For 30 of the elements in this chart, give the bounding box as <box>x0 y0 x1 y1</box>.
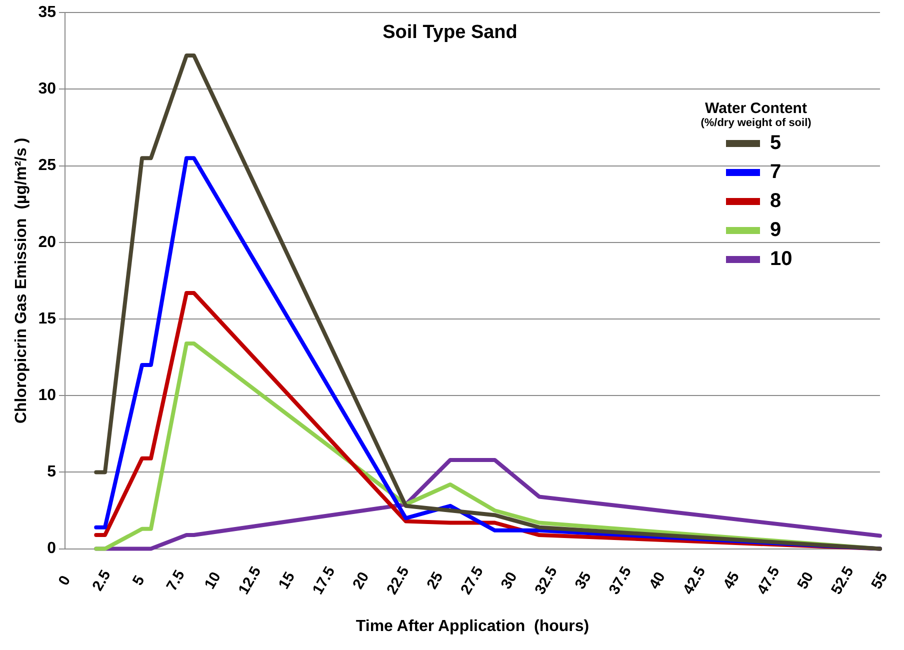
legend-title: Water Content (%/dry weight of soil) <box>700 100 812 129</box>
x-tick-label: 5 <box>129 572 148 588</box>
legend-label: 5 <box>770 132 782 155</box>
x-tick-label: 2.5 <box>89 567 114 594</box>
legend-label: 9 <box>770 219 782 242</box>
y-tick-label: 15 <box>38 310 56 328</box>
y-tick-label: 25 <box>38 157 56 174</box>
y-tick-label: 20 <box>38 234 56 251</box>
x-tick-label: 10 <box>201 569 224 592</box>
y-tick-label: 0 <box>47 540 56 558</box>
x-tick-label: 35 <box>572 569 595 592</box>
x-tick-label: 45 <box>720 569 744 592</box>
legend-label: 8 <box>770 190 782 213</box>
x-tick-label: 20 <box>350 569 373 592</box>
legend-label: 7 <box>770 161 782 184</box>
x-tick-label: 25 <box>424 569 447 592</box>
x-tick-label: 40 <box>646 569 669 592</box>
legend-label: 10 <box>770 248 792 271</box>
y-axis-title: Chloropicrin Gas Emission (µg/m²/s ) <box>13 138 30 424</box>
x-axis-title: Time After Application (hours) <box>356 618 590 635</box>
x-tick-label: 15 <box>275 569 298 592</box>
x-tick-label: 30 <box>498 569 521 592</box>
x-tick-label: 55 <box>868 569 892 592</box>
x-tick-label: 50 <box>794 569 818 592</box>
y-tick-label: 35 <box>38 4 56 22</box>
x-tick-label: 7.5 <box>163 567 188 594</box>
y-tick-label: 10 <box>38 387 56 404</box>
y-tick-label: 30 <box>38 80 56 98</box>
text: Soil Type Sand <box>382 22 518 44</box>
y-tick-label: 5 <box>47 464 56 481</box>
